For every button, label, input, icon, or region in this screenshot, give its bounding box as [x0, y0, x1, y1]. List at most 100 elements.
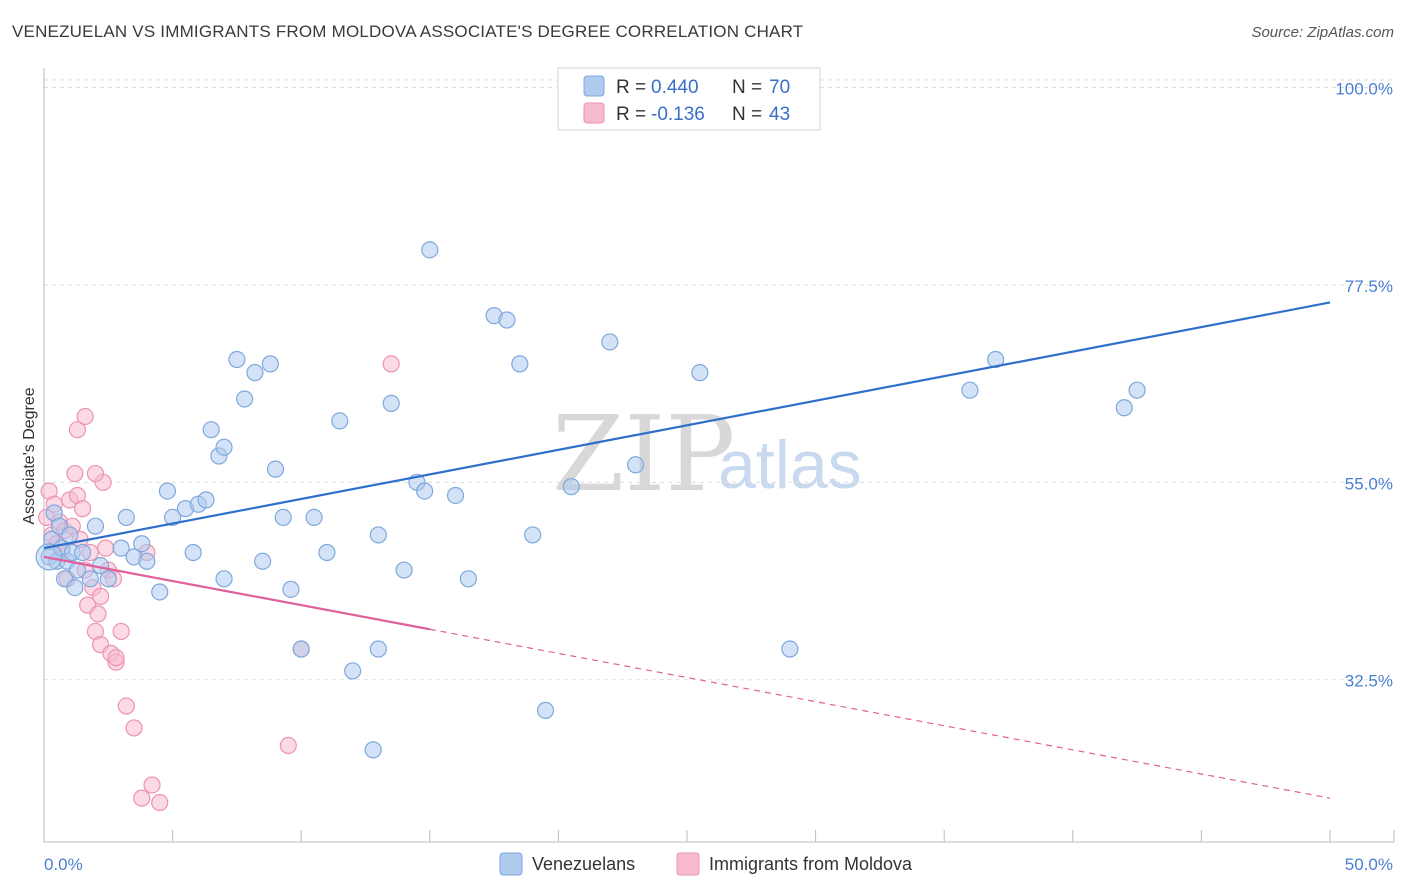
venezuelan-point	[421, 241, 439, 259]
watermark-zip: ZIP	[552, 393, 735, 515]
legend-n-label-2: N =	[732, 104, 762, 125]
trend-lines	[43, 301, 1331, 799]
venezuelan-point	[498, 311, 516, 329]
bottom-legend-venezuelans: Venezuelans	[532, 854, 635, 874]
bottom-legend-swatch-moldova	[676, 852, 700, 876]
moldova-point	[279, 736, 297, 755]
venezuelan-point	[66, 578, 84, 597]
moldova-point	[107, 649, 125, 667]
legend-swatch-venezuelans	[583, 75, 605, 97]
venezuelan-point	[511, 355, 529, 373]
venezuelan-point	[215, 438, 233, 456]
venezuelan-point	[459, 570, 477, 588]
venezuelan-point	[961, 381, 979, 399]
legend-r-value-1: 0.440	[651, 77, 699, 98]
venezuelan-point	[524, 526, 542, 544]
stats-legend: R = 0.440 N = 70 R = -0.136 N = 43	[557, 67, 821, 131]
tick-labels: 32.5% 55.0% 77.5% 100.0% 0.0% 50.0%	[44, 80, 1393, 874]
y-axis-title: Associate's Degree	[21, 387, 38, 524]
legend-r-value-2: -0.136	[651, 104, 705, 125]
venezuelan-point	[781, 640, 799, 658]
legend-r-label-2: R =	[616, 104, 646, 125]
moldova-point	[68, 421, 87, 439]
venezuelan-point	[215, 570, 233, 588]
venezuelan-point	[184, 543, 202, 562]
venezuelan-point	[601, 333, 619, 351]
venezuelan-point	[86, 517, 105, 535]
venezuelan-point	[197, 491, 215, 509]
venezuelan-point	[254, 552, 272, 570]
moldova-point	[112, 622, 130, 641]
moldova-point	[97, 539, 115, 557]
venezuelan-point	[158, 482, 177, 500]
moldova-point	[66, 464, 84, 483]
venezuelan-point	[395, 561, 413, 579]
venezuelan-point	[261, 355, 279, 373]
moldova-point	[89, 605, 107, 623]
source-label: Source: ZipAtlas.com	[1251, 24, 1394, 41]
legend-swatch-moldova	[583, 102, 605, 124]
moldova-point	[143, 776, 161, 794]
venezuelan-point	[626, 456, 645, 474]
venezuelan-point	[236, 390, 254, 408]
moldova-point	[133, 789, 151, 807]
venezuelan-point	[112, 539, 130, 557]
venezuelan-point	[536, 701, 555, 720]
venezuelan-point	[202, 421, 220, 439]
x-tick-label: 0.0%	[44, 855, 83, 874]
venezuelan-point	[305, 508, 323, 527]
venezuelan-point	[344, 662, 362, 680]
venezuelan-point	[369, 526, 387, 544]
venezuelan-point	[318, 543, 336, 562]
bottom-legend-moldova: Immigrants from Moldova	[709, 854, 913, 874]
bottom-legend-swatch-venezuelans	[499, 852, 523, 876]
venezuelan-point	[416, 482, 434, 500]
venezuelan-point	[164, 508, 182, 527]
x-tick-label: 50.0%	[1345, 855, 1393, 874]
moldova-point	[117, 697, 135, 715]
venezuelan-point	[151, 583, 169, 601]
moldova-point	[91, 587, 110, 605]
venezuelan-point	[228, 350, 246, 369]
venezuelan-point	[446, 486, 465, 505]
venezuelan-point	[1128, 381, 1146, 399]
moldova-point	[151, 793, 169, 812]
y-tick-label: 100.0%	[1335, 80, 1393, 99]
moldova-point	[382, 355, 400, 373]
moldova-trend-line-extension	[429, 628, 1331, 799]
venezuelan-point	[246, 364, 264, 382]
venezuelan-point	[81, 570, 99, 588]
venezuelan-point	[274, 508, 292, 527]
legend-r-label-1: R =	[616, 77, 646, 98]
y-tick-label: 55.0%	[1345, 474, 1393, 493]
venezuelan-point	[369, 640, 387, 658]
y-tick-label: 32.5%	[1345, 672, 1393, 691]
venezuelan-point	[117, 508, 135, 527]
axes	[43, 68, 1395, 843]
venezuelan-point	[364, 741, 382, 759]
moldova-point	[86, 464, 105, 483]
venezuelan-point	[138, 552, 156, 570]
venezuelan-point	[331, 412, 349, 430]
venezuelan-point	[266, 460, 285, 478]
venezuelan-point	[99, 570, 117, 588]
venezuelan-point	[382, 394, 400, 412]
watermark-atlas: atlas	[718, 427, 862, 503]
venezuelan-point	[133, 535, 151, 553]
venezuelan-point	[1115, 399, 1133, 417]
legend-n-value-1: 70	[769, 77, 790, 98]
chart-title: VENEZUELAN VS IMMIGRANTS FROM MOLDOVA AS…	[12, 22, 804, 41]
moldova-point	[73, 500, 92, 518]
gridlines	[44, 79, 1394, 681]
y-tick-label: 77.5%	[1345, 277, 1393, 296]
venezuelan-point	[73, 543, 92, 562]
legend-n-label-1: N =	[732, 77, 762, 98]
venezuelan-trend-line	[43, 301, 1331, 550]
data-points	[35, 241, 1146, 812]
venezuelan-point	[691, 364, 709, 382]
moldova-point	[125, 719, 143, 737]
moldova-trend-line	[43, 555, 431, 631]
series-legend: Venezuelans Immigrants from Moldova	[499, 852, 913, 876]
venezuelan-point	[61, 526, 79, 544]
